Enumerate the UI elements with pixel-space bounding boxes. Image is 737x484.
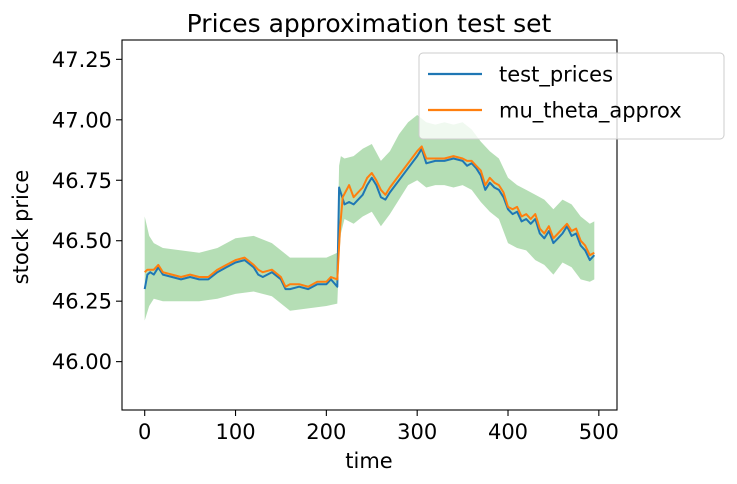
x-axis-label: time <box>345 449 392 473</box>
plot-area <box>143 115 596 321</box>
legend-box <box>418 52 725 140</box>
x-tick-label: 300 <box>397 420 437 444</box>
chart-title: Prices approximation test set <box>187 9 552 38</box>
y-axis-label: stock price <box>9 170 33 285</box>
legend: test_prices mu_theta_approx <box>418 52 725 140</box>
x-tick-label: 500 <box>579 420 619 444</box>
y-tick-label: 46.00 <box>52 350 112 374</box>
legend-label-mu-theta-approx: mu_theta_approx <box>499 99 682 124</box>
axes: 0 100 200 300 400 500 46.00 46.25 46.50 46.75 47.0… <box>52 48 619 444</box>
x-tick-label: 400 <box>488 420 528 444</box>
series-line-mu-theta-approx <box>144 145 595 288</box>
y-tick-label: 47.25 <box>52 48 112 72</box>
legend-label-test-prices: test_prices <box>499 63 613 88</box>
y-tick-label: 46.25 <box>52 290 112 314</box>
y-tick-label: 46.75 <box>52 169 112 193</box>
y-tick-label: 47.00 <box>52 108 112 132</box>
y-tick-label: 46.50 <box>52 229 112 253</box>
plot-frame <box>121 39 618 411</box>
series-line-test-prices <box>143 147 596 291</box>
x-tick-label: 0 <box>138 420 151 444</box>
x-tick-label: 200 <box>306 420 346 444</box>
x-tick-label: 100 <box>215 420 255 444</box>
